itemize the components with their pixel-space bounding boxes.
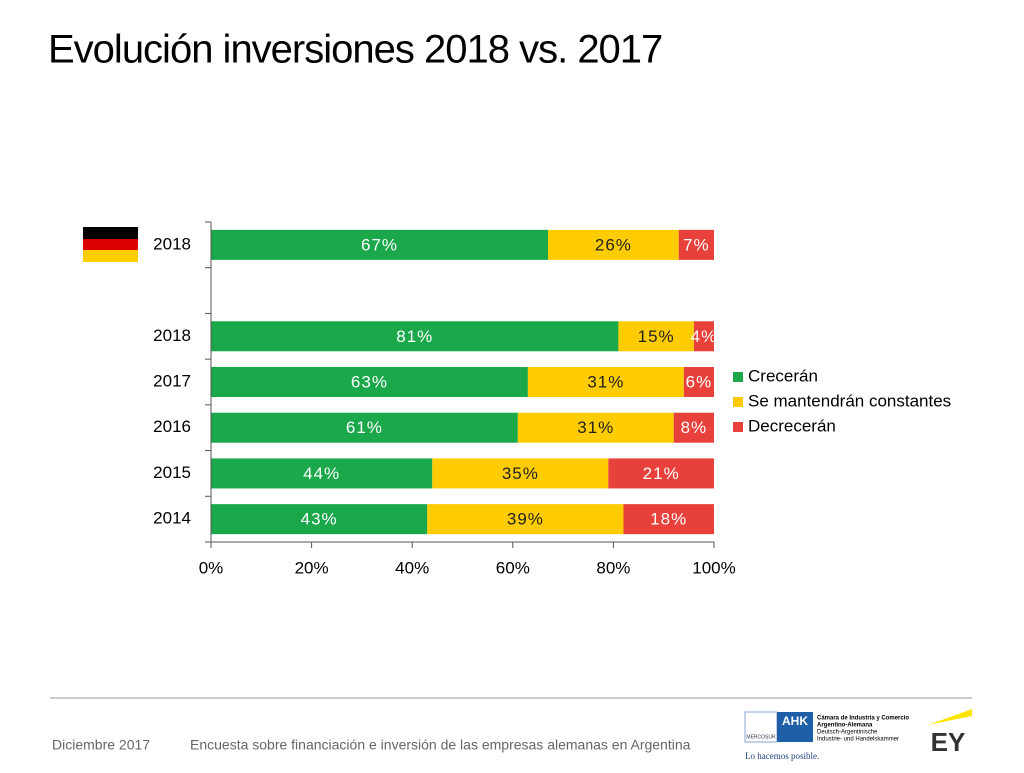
bar-segment <box>683 367 714 397</box>
data-label: 4% <box>691 327 718 346</box>
x-tick-label: 80% <box>596 558 630 577</box>
data-label: 15% <box>638 327 675 346</box>
bar-segment <box>432 458 609 489</box>
data-label: 31% <box>577 418 614 437</box>
bar-segment <box>517 412 674 443</box>
ahk-text: AHK <box>782 714 808 728</box>
legend-label: Se mantendrán constantes <box>748 391 951 410</box>
data-label: 44% <box>303 464 340 483</box>
ey-logo: EY <box>928 709 972 757</box>
data-label: 21% <box>643 464 680 483</box>
bar-segment <box>211 367 528 397</box>
data-label: 81% <box>396 327 433 346</box>
x-tick-label: 100% <box>692 558 735 577</box>
data-label: 39% <box>507 510 544 529</box>
bar-segment <box>527 367 684 397</box>
bar-segment <box>678 229 714 260</box>
data-label: 6% <box>686 372 713 391</box>
bar-segment <box>673 412 714 443</box>
data-label: 26% <box>595 235 632 254</box>
ahk-line: Deutsch-Argentinische <box>817 730 878 736</box>
data-label: 67% <box>361 235 398 254</box>
ahk-line: Cámara de Industria y Comercio <box>817 716 909 722</box>
german-flag <box>83 227 138 262</box>
bar-segment <box>211 458 433 489</box>
legend-swatch <box>733 422 743 432</box>
bar-segment <box>618 321 694 352</box>
y-tick-label: 2014 <box>153 509 191 528</box>
y-tick-label: 2017 <box>153 371 191 390</box>
bar-segment <box>211 321 619 352</box>
data-label: 8% <box>681 418 708 437</box>
bar-segment <box>211 229 549 260</box>
x-tick-label: 0% <box>199 558 224 577</box>
legend-swatch <box>733 372 743 382</box>
bar-segment <box>548 229 679 260</box>
bar-segment <box>623 504 714 535</box>
legend-label: Crecerán <box>748 366 818 385</box>
bar-segment <box>693 321 714 352</box>
y-tick-label: 2018 <box>153 234 191 253</box>
data-label: 31% <box>587 372 624 391</box>
legend-swatch <box>733 397 743 407</box>
footer-date: Diciembre 2017 <box>52 737 150 753</box>
x-tick-label: 40% <box>395 558 429 577</box>
bar-segment <box>211 412 518 443</box>
footer-source: Encuesta sobre financiación e inversión … <box>190 737 691 753</box>
bar-segment <box>427 504 624 535</box>
data-label: 7% <box>683 235 710 254</box>
bar-segment <box>211 504 428 535</box>
data-label: 63% <box>351 372 388 391</box>
mercosur-text: MERCOSUR <box>746 734 776 740</box>
y-tick-label: 2018 <box>153 326 191 345</box>
y-tick-label: 2015 <box>153 463 191 482</box>
ahk-line: Industrie- und Handelskammer <box>817 737 899 743</box>
y-tick-label: 2016 <box>153 417 191 436</box>
ey-text: EY <box>931 727 966 757</box>
slogan: Lo hacemos posible. <box>745 751 819 761</box>
ahk-logo: MERCOSUR AHK Cámara de Industria y Comer… <box>744 711 909 761</box>
x-tick-label: 60% <box>496 558 530 577</box>
chart-title: Evolución inversiones 2018 vs. 2017 <box>48 28 662 72</box>
data-label: 61% <box>346 418 383 437</box>
x-tick-label: 20% <box>295 558 329 577</box>
data-label: 35% <box>502 464 539 483</box>
data-label: 18% <box>650 510 687 529</box>
legend-label: Decrecerán <box>748 416 836 435</box>
bar-segment <box>608 458 714 489</box>
data-label: 43% <box>301 510 338 529</box>
ahk-line: Argentino-Alemana <box>817 723 873 729</box>
